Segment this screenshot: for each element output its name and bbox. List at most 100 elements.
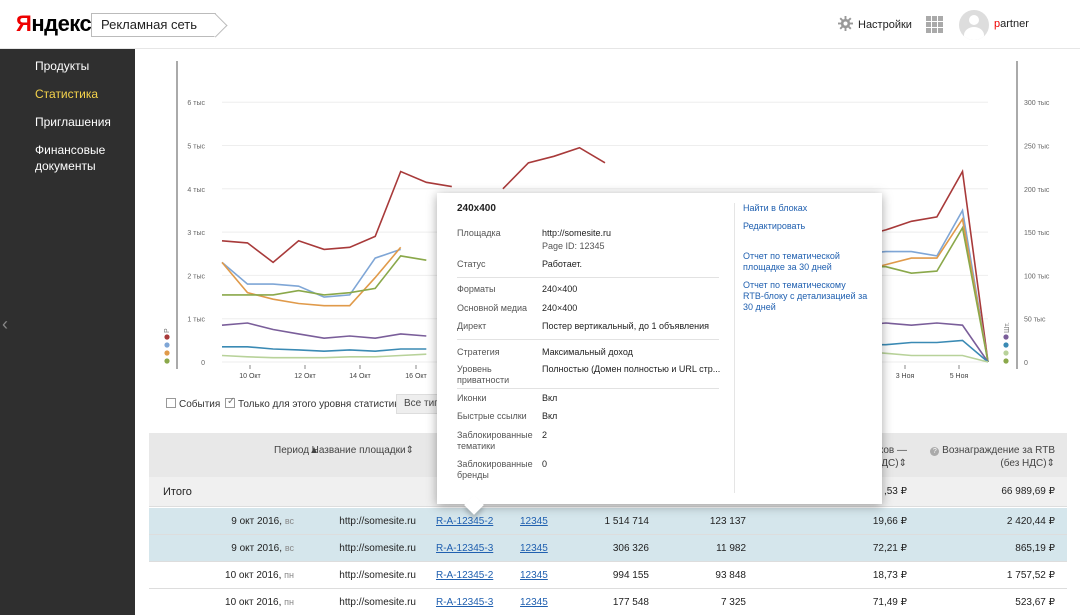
- th-period[interactable]: Период▲: [274, 445, 319, 456]
- field-value-main-media: 240×400: [542, 303, 578, 313]
- field-value-status: Работает.: [542, 259, 583, 269]
- y-right-tick-label: 100 тыс: [1024, 273, 1050, 280]
- events-checkbox[interactable]: События: [166, 398, 220, 410]
- avatar-icon[interactable]: [959, 10, 989, 40]
- sidebar: Продукты Статистика Приглашения Финансов…: [0, 49, 135, 615]
- field-label-direct: Директ: [457, 321, 487, 331]
- legend-dot-left[interactable]: [164, 350, 170, 356]
- cell-col3: 72,21 ₽: [872, 543, 907, 554]
- cell-date-text: 9 окт 2016,: [231, 543, 283, 554]
- cell-site: http://somesite.ru: [339, 597, 416, 608]
- cell-col2: 7 325: [720, 597, 746, 608]
- checkbox-icon: [166, 398, 176, 408]
- sidebar-collapse-icon[interactable]: ‹: [2, 314, 8, 334]
- cell-col1: 306 326: [612, 543, 649, 554]
- sidebar-item-finance-documents[interactable]: Финансовые документы: [35, 143, 106, 173]
- total-label: Итого: [163, 486, 192, 498]
- cell-reward: 1 757,52 ₽: [1006, 570, 1055, 581]
- legend-dot-right[interactable]: [1003, 350, 1009, 356]
- th-site[interactable]: Название площадки⇕: [311, 445, 414, 456]
- y-left-tick-label: 2 тыс: [187, 273, 205, 280]
- th-reward[interactable]: ? Вознаграждение за RTB (без НДС)⇕: [919, 444, 1055, 470]
- x-tick-label: 10 Окт: [239, 373, 261, 380]
- cell-col3: 71,49 ₽: [872, 597, 907, 608]
- cell-page-link[interactable]: 12345: [520, 570, 548, 581]
- cell-col3: 18,73 ₽: [872, 570, 907, 581]
- sidebar-item-products[interactable]: Продукты: [35, 59, 90, 73]
- legend-dot-right[interactable]: [1003, 358, 1009, 364]
- service-name-tab[interactable]: Рекламная сеть: [91, 13, 217, 37]
- cell-page-link[interactable]: 12345: [520, 597, 548, 608]
- find-in-blocks-link[interactable]: Найти в блоках: [743, 203, 808, 213]
- username[interactable]: partner: [994, 18, 1029, 30]
- cell-reward: 2 420,44 ₽: [1006, 516, 1055, 527]
- legend-dot-left[interactable]: [164, 358, 170, 364]
- field-value-page-id: Page ID: 12345: [542, 241, 605, 251]
- popup-vertical-divider: [734, 203, 735, 493]
- field-label-privacy: Уровень приватности: [457, 364, 510, 385]
- cell-col2: 123 137: [709, 516, 746, 527]
- username-first: p: [994, 18, 1001, 30]
- th-shows[interactable]: ков — НДС)⇕: [874, 445, 907, 469]
- total-reward: 66 989,69 ₽: [1001, 486, 1055, 497]
- field-value-site-link[interactable]: http://somesite.ru: [542, 228, 612, 238]
- right-axis-unit: Шт.: [1004, 322, 1011, 333]
- sidebar-item-statistics[interactable]: Статистика: [35, 87, 99, 101]
- cell-day-of-week: пн: [284, 597, 294, 607]
- th-shows-line2: НДС): [874, 458, 899, 469]
- table-row[interactable]: 9 окт 2016, вс http://somesite.ru R-A-1234…: [149, 535, 1067, 562]
- block-info-popup: 240x400 Площадка http://somesite.ru Page…: [437, 193, 882, 515]
- cell-date-text: 10 окт 2016,: [225, 570, 282, 581]
- field-label-strategy: Стратегия: [457, 347, 500, 357]
- legend-dot-right[interactable]: [1003, 334, 1009, 340]
- site-report-link[interactable]: Отчет по тематической площадке за 30 дне…: [743, 251, 840, 272]
- cell-block-link[interactable]: R-A-12345-3: [436, 543, 494, 554]
- cell-col1: 994 155: [612, 570, 649, 581]
- legend-dot-right[interactable]: [1003, 342, 1009, 348]
- settings-label: Настройки: [858, 19, 912, 31]
- cell-day-of-week: вс: [284, 516, 294, 526]
- th-shows-line1: ков —: [878, 445, 907, 456]
- cell-reward: 523,67 ₽: [1015, 597, 1055, 608]
- y-left-tick-label: 0: [201, 360, 205, 367]
- cell-block-link[interactable]: R-A-12345-2: [436, 570, 494, 581]
- cell-block-link[interactable]: R-A-12345-3: [436, 597, 494, 608]
- th-site-label: Название площадки: [311, 445, 406, 456]
- field-value-blocked-brands: 0: [542, 459, 548, 469]
- cell-day-of-week: вс: [284, 543, 294, 553]
- x-tick-label: 16 Окт: [405, 373, 427, 380]
- cell-page-link[interactable]: 12345: [520, 543, 548, 554]
- table-row[interactable]: 9 окт 2016, вс http://somesite.ru R-A-1234…: [149, 508, 1067, 535]
- field-label-main-media: Основной медиа: [457, 303, 528, 313]
- cell-date: 10 окт 2016, пн: [169, 597, 294, 608]
- field-label-site: Площадка: [457, 228, 501, 238]
- cell-date: 9 окт 2016, вс: [169, 516, 294, 527]
- y-left-tick-label: 1 тыс: [187, 317, 205, 324]
- y-left-tick-label: 3 тыс: [187, 230, 205, 237]
- field-value-formats: 240×400: [542, 284, 578, 294]
- cell-site: http://somesite.ru: [339, 570, 416, 581]
- legend-dot-left[interactable]: [164, 342, 170, 348]
- cell-page-link[interactable]: 12345: [520, 516, 548, 527]
- sidebar-item-invitations[interactable]: Приглашения: [35, 115, 111, 129]
- cell-date-text: 9 окт 2016,: [231, 516, 283, 527]
- info-icon: ?: [930, 447, 940, 456]
- y-right-tick-label: 200 тыс: [1024, 187, 1050, 194]
- legend-dot-left[interactable]: [164, 334, 170, 340]
- yandex-logo[interactable]: Яндекс: [16, 11, 92, 37]
- only-level-checkbox[interactable]: ✓ Только для этого уровня статистики: [225, 396, 405, 410]
- table-row[interactable]: 10 окт 2016, пн http://somesite.ru R-A-123…: [149, 589, 1067, 615]
- field-value-icons: Вкл: [542, 393, 558, 403]
- edit-link[interactable]: Редактировать: [743, 221, 806, 231]
- apps-grid-icon[interactable]: [926, 16, 944, 34]
- y-right-tick-label: 50 тыс: [1024, 317, 1046, 324]
- only-level-label: Только для этого уровня статистики: [238, 399, 405, 410]
- y-right-tick-label: 0: [1024, 360, 1028, 367]
- total-col8: ,53 ₽: [883, 486, 907, 497]
- rtb-report-link[interactable]: Отчет по тематическому RTB-блоку с детал…: [743, 280, 868, 312]
- table-row[interactable]: 10 окт 2016, пн http://somesite.ru R-A-123…: [149, 562, 1067, 589]
- x-tick-label: 14 Окт: [349, 373, 371, 380]
- settings-link[interactable]: Настройки: [838, 16, 912, 31]
- cell-block-link[interactable]: R-A-12345-2: [436, 516, 494, 527]
